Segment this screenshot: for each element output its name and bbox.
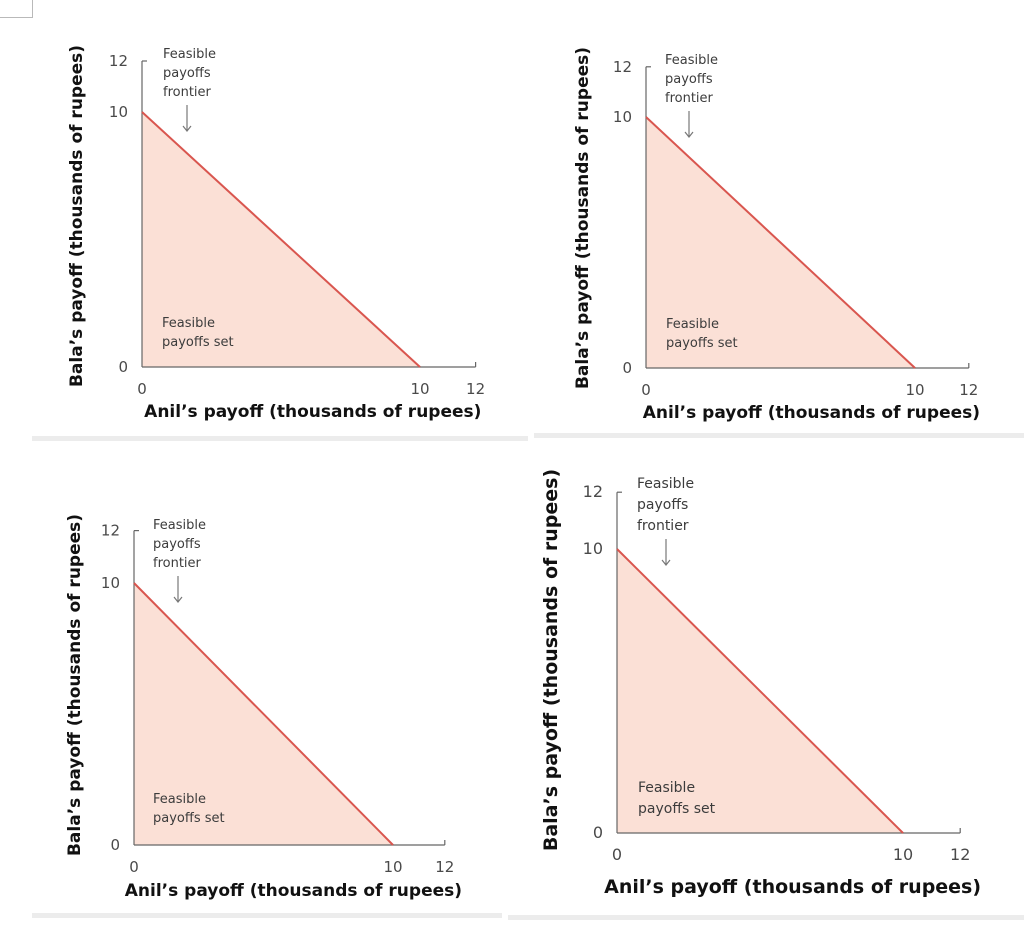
x-tick-label: 10 <box>383 858 402 876</box>
set-label-line: payoffs set <box>162 335 234 350</box>
y-tick-label: 12 <box>583 482 603 501</box>
x-tick-label: 0 <box>612 845 622 864</box>
frontier-label-line: Feasible <box>637 476 694 492</box>
x-tick-label: 12 <box>466 380 485 398</box>
frontier-label-line: frontier <box>163 85 212 100</box>
frontier-label-line: frontier <box>665 91 714 106</box>
x-axis-title: Anil’s payoff (thousands of rupees) <box>604 876 981 898</box>
y-tick-label: 0 <box>593 823 603 842</box>
set-label-line: payoffs set <box>666 336 738 351</box>
y-tick-label: 10 <box>109 103 128 121</box>
frontier-arrow-head <box>684 131 694 138</box>
y-axis-title: Bala’s payoff (thousands of rupees) <box>67 45 87 387</box>
feasible-frontier-line <box>645 116 916 369</box>
set-label-line: Feasible <box>638 780 695 796</box>
frontier-label-line: Feasible <box>665 53 718 68</box>
frontier-label-line: payoffs <box>637 497 688 513</box>
y-tick-label: 12 <box>613 58 632 76</box>
panel-separator <box>534 433 1024 438</box>
corner-box <box>0 0 33 18</box>
x-axis-title: Anil’s payoff (thousands of rupees) <box>144 402 481 422</box>
y-tick-label: 12 <box>101 522 120 540</box>
set-label-line: payoffs set <box>153 811 225 826</box>
panel-separator <box>508 915 1024 920</box>
y-tick-label: 10 <box>583 539 603 558</box>
frontier-label-line: frontier <box>153 556 202 571</box>
feasible-frontier-line <box>616 548 904 834</box>
set-label-line: Feasible <box>162 316 215 331</box>
frontier-arrow-head <box>661 559 671 566</box>
feasible-frontier-line <box>133 582 394 846</box>
x-tick-label: 12 <box>950 845 970 864</box>
panel-separator <box>32 913 502 918</box>
y-tick-label: 10 <box>101 574 120 592</box>
x-tick-label: 0 <box>641 381 651 399</box>
x-tick-label: 12 <box>435 858 454 876</box>
frontier-label-line: payoffs <box>153 537 201 552</box>
panel-separator <box>32 436 528 441</box>
set-label-line: Feasible <box>153 792 206 807</box>
set-label-line: Feasible <box>666 317 719 332</box>
y-axis-title: Bala’s payoff (thousands of rupees) <box>573 47 593 389</box>
frontier-label-line: Feasible <box>163 47 216 62</box>
y-tick-label: 0 <box>118 358 128 376</box>
x-tick-label: 0 <box>137 380 147 398</box>
x-axis-title: Anil’s payoff (thousands of rupees) <box>643 403 980 423</box>
x-axis-title: Anil’s payoff (thousands of rupees) <box>125 881 462 901</box>
x-tick-label: 10 <box>893 845 913 864</box>
frontier-label-line: frontier <box>637 518 689 534</box>
y-tick-label: 0 <box>622 359 632 377</box>
frontier-arrow-head <box>173 596 183 603</box>
set-label-line: payoffs set <box>638 801 716 817</box>
frontier-label-line: payoffs <box>665 72 713 87</box>
feasible-frontier-line <box>141 111 421 368</box>
y-tick-label: 12 <box>109 52 128 70</box>
x-tick-label: 0 <box>129 858 139 876</box>
y-axis-title: Bala’s payoff (thousands of rupees) <box>540 469 562 851</box>
frontier-arrow-head <box>182 125 192 132</box>
y-tick-label: 10 <box>613 108 632 126</box>
y-tick-label: 0 <box>110 836 120 854</box>
frontier-label-line: payoffs <box>163 66 211 81</box>
frontier-label-line: Feasible <box>153 518 206 533</box>
x-tick-label: 12 <box>959 381 978 399</box>
x-tick-label: 10 <box>410 380 429 398</box>
x-tick-label: 10 <box>905 381 924 399</box>
y-axis-title: Bala’s payoff (thousands of rupees) <box>65 514 85 856</box>
